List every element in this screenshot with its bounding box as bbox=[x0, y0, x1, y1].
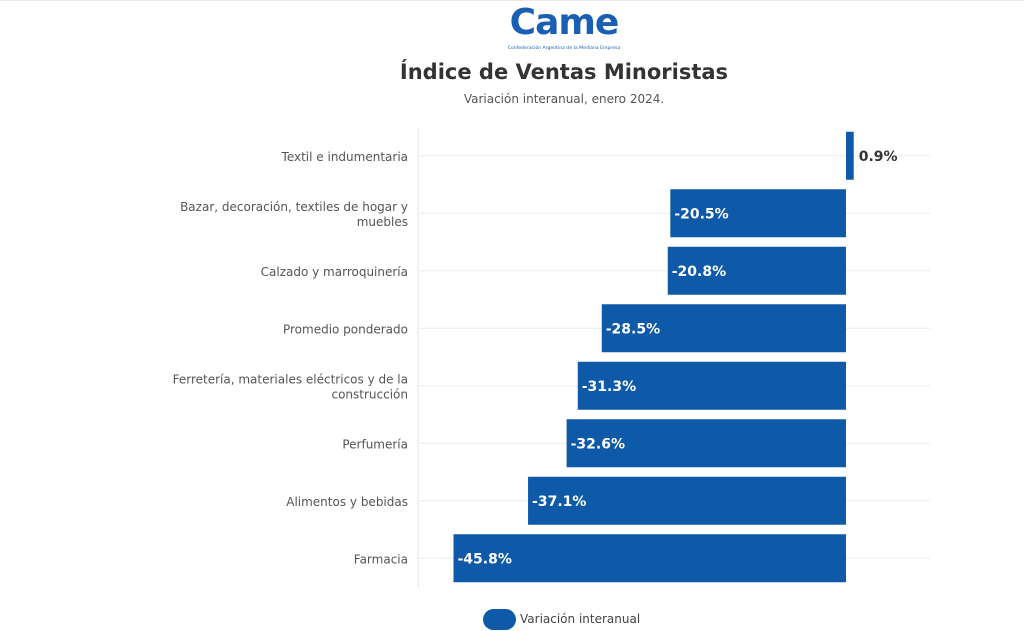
data-label: -31.3% bbox=[582, 379, 636, 395]
data-label: -45.8% bbox=[457, 551, 511, 567]
bar[interactable] bbox=[670, 189, 846, 238]
category-label: Textil e indumentaria bbox=[281, 149, 408, 163]
legend-label: Variación interanual bbox=[520, 612, 641, 626]
category-label: Promedio ponderado bbox=[283, 322, 408, 336]
data-label: 0.9% bbox=[859, 149, 898, 165]
category-label: Perfumería bbox=[342, 437, 408, 451]
logo-wordmark: Came bbox=[509, 2, 620, 43]
bar[interactable] bbox=[528, 476, 846, 525]
category-label: Ferretería, materiales eléctricos y de l… bbox=[173, 372, 408, 401]
data-label: -37.1% bbox=[532, 494, 586, 510]
came-logo: Came Confederación Argentina de la Media… bbox=[502, 2, 626, 56]
category-label: Farmacia bbox=[354, 552, 408, 566]
data-label: -20.5% bbox=[674, 206, 728, 222]
chart-subtitle: Variación interanual, enero 2024. bbox=[463, 92, 665, 106]
legend-swatch bbox=[483, 609, 516, 630]
bar[interactable] bbox=[577, 361, 846, 410]
bar[interactable] bbox=[667, 246, 846, 295]
data-label: -28.5% bbox=[606, 321, 660, 337]
category-label: Alimentos y bebidas bbox=[286, 494, 408, 508]
data-label: -20.8% bbox=[672, 264, 726, 280]
bar[interactable] bbox=[846, 131, 854, 180]
bar[interactable] bbox=[601, 304, 846, 353]
category-label: Bazar, decoración, textiles de hogar y mu… bbox=[180, 199, 408, 228]
top-divider bbox=[0, 0, 1024, 1]
data-label: -32.6% bbox=[571, 436, 625, 452]
bar[interactable] bbox=[566, 419, 846, 468]
logo-subtitle: Confederación Argentina de la Mediana Em… bbox=[507, 46, 621, 51]
bar[interactable] bbox=[453, 534, 846, 583]
category-label: Calzado y marroquinería bbox=[261, 264, 408, 278]
chart-title: Índice de Ventas Minoristas bbox=[399, 60, 729, 84]
